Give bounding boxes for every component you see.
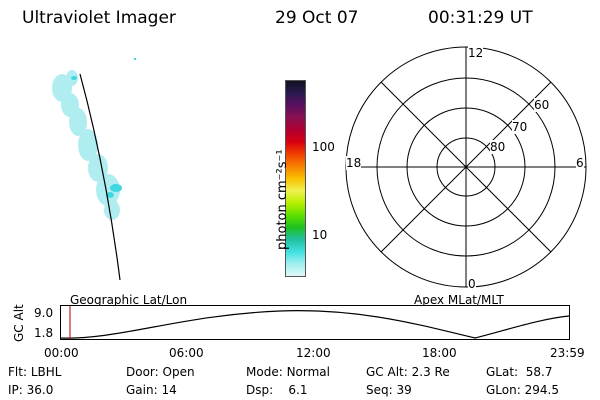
noise-pixel	[134, 58, 136, 60]
time-tick-0600: 06:00	[169, 346, 204, 360]
glon-info: GLon: 294.5	[486, 383, 559, 397]
door-info: Door: Open	[126, 365, 195, 379]
lat-label-70: 70	[512, 120, 528, 134]
geographic-latlon-label: Geographic Lat/Lon	[70, 293, 188, 307]
time-tick-2359: 23:59	[550, 346, 585, 360]
terminator-line	[79, 73, 121, 281]
mlt-label-18: 18	[346, 156, 362, 170]
gain-info: Gain: 14	[126, 383, 177, 397]
glat-info: GLat: 58.7	[486, 365, 553, 379]
polar-diagonal-2	[380, 81, 552, 253]
alt-tick-high: 9.0	[34, 306, 54, 320]
filter-info: Flt: LBHL	[8, 365, 62, 379]
lat-label-80: 80	[490, 140, 506, 154]
observation-date: 29 Oct 07	[275, 8, 359, 28]
aurora-emission	[52, 70, 120, 220]
colorbar-tick-100: 100	[312, 140, 335, 154]
mode-info: Mode: Normal	[246, 365, 330, 379]
colorbar-unit-label: photon cm⁻²s⁻¹	[275, 149, 290, 250]
altitude-curve	[60, 310, 570, 339]
timeline-axis-label: GC Alt	[12, 304, 26, 342]
altitude-timeline-plot	[60, 305, 570, 340]
gc-alt-info: GC Alt: 2.3 Re	[366, 365, 450, 379]
observation-time: 00:31:29 UT	[428, 8, 533, 28]
mlt-label-6: 6	[576, 156, 584, 170]
apex-mlat-mlt-label: Apex MLat/MLT	[414, 293, 504, 307]
color-scale-bar	[285, 80, 306, 277]
aurora-bright-spots	[71, 76, 122, 198]
polar-grid	[345, 46, 587, 288]
colorbar-tick-10: 10	[312, 228, 328, 242]
geographic-image-panel	[52, 70, 122, 281]
time-tick-1800: 18:00	[422, 346, 457, 360]
time-tick-1200: 12:00	[296, 346, 331, 360]
dsp-info: Dsp: 6.1	[246, 383, 308, 397]
lat-label-60: 60	[534, 98, 550, 112]
instrument-title: Ultraviolet Imager	[22, 8, 176, 28]
seq-info: Seq: 39	[366, 383, 412, 397]
ip-info: IP: 36.0	[8, 383, 54, 397]
alt-tick-low: 1.8	[34, 326, 54, 340]
time-tick-0000: 00:00	[44, 346, 79, 360]
mlt-label-0: 0	[468, 277, 476, 291]
mlt-label-12: 12	[468, 46, 484, 60]
